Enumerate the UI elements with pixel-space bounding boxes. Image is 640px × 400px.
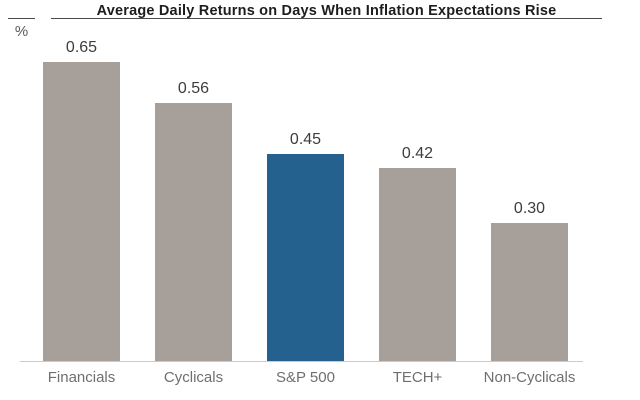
title-underline <box>51 18 602 19</box>
category-label-tech: TECH+ <box>392 369 443 386</box>
bar-non-cyclicals <box>491 223 568 361</box>
value-label-tech: 0.42 <box>401 145 434 162</box>
category-label-financials: Financials <box>47 369 116 386</box>
category-label-cyclicals: Cyclicals <box>163 369 224 386</box>
value-label-cyclicals: 0.56 <box>177 80 210 97</box>
bar-cyclicals <box>155 103 232 361</box>
category-label-non-cyclicals: Non-Cyclicals <box>483 369 576 386</box>
bar-financials <box>43 62 120 361</box>
value-label-financials: 0.65 <box>65 39 98 56</box>
category-label-s-p-500: S&P 500 <box>276 369 335 386</box>
value-label-non-cyclicals: 0.30 <box>513 200 546 217</box>
y-axis-top-tick <box>8 18 35 19</box>
x-axis-baseline <box>20 361 583 362</box>
chart-title: Average Daily Returns on Days When Infla… <box>96 3 557 19</box>
bar-tech <box>379 168 456 361</box>
value-label-s-p-500: 0.45 <box>289 131 322 148</box>
bar-s-p-500 <box>267 154 344 361</box>
y-axis-unit-label: % <box>14 23 29 40</box>
